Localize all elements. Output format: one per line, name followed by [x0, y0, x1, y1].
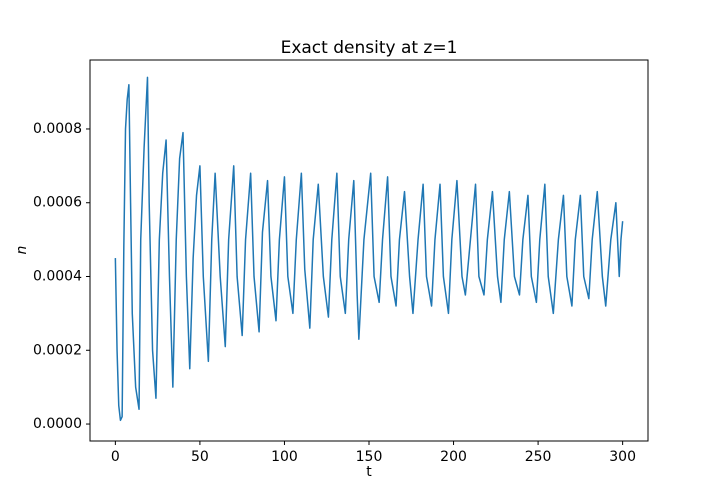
y-tick-label: 0.0002: [33, 342, 82, 358]
chart-title: Exact density at z=1: [281, 38, 458, 58]
x-tick-label: 200: [440, 449, 467, 465]
x-axis-label: t: [366, 464, 372, 480]
y-tick-label: 0.0000: [33, 416, 82, 432]
y-tick-label: 0.0008: [33, 121, 82, 137]
plot-frame: [89, 59, 649, 442]
x-tick-label: 150: [356, 449, 383, 465]
y-tick-label: 0.0004: [33, 269, 82, 285]
data-line: [114, 76, 624, 422]
y-axis-label: n: [14, 246, 30, 255]
x-tick-label: 0: [111, 449, 120, 465]
x-tick-label: 300: [609, 449, 636, 465]
y-tick-label: 0.0006: [33, 195, 82, 211]
x-tick-label: 100: [271, 449, 298, 465]
x-tick-label: 250: [525, 449, 552, 465]
x-tick-label: 50: [191, 449, 209, 465]
